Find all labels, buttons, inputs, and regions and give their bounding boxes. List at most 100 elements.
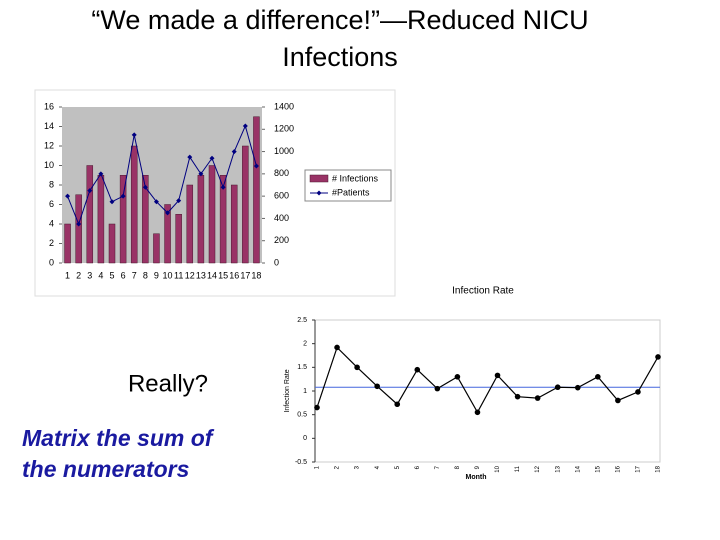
y2-tick-label: 0 xyxy=(274,257,279,267)
bar xyxy=(75,194,82,264)
x-tick-label: 12 xyxy=(185,270,195,280)
bar xyxy=(108,223,116,264)
plot-area xyxy=(62,107,262,263)
x-tick-label: 15 xyxy=(595,465,601,472)
y2-tick-label: 600 xyxy=(274,191,289,201)
y2-tick-label: 800 xyxy=(274,168,289,178)
marker xyxy=(98,171,104,177)
marker xyxy=(514,393,521,400)
marker xyxy=(474,409,481,416)
y-tick-label: 14 xyxy=(44,121,54,131)
marker xyxy=(142,184,148,190)
x-tick-label: 17 xyxy=(240,270,250,280)
x-tick-label: 3 xyxy=(87,270,92,280)
marker xyxy=(187,154,193,160)
x-tick-label: 11 xyxy=(174,270,183,280)
x-tick-label: 5 xyxy=(109,270,114,280)
x-tick-label: 16 xyxy=(615,465,621,472)
bar xyxy=(130,145,138,264)
x-tick-label: 13 xyxy=(555,465,561,472)
marker xyxy=(454,374,461,380)
x-tick-label: 10 xyxy=(495,465,501,472)
y-tick-label: 2 xyxy=(49,238,54,248)
bar xyxy=(153,233,160,264)
x-tick-label: 10 xyxy=(163,270,173,280)
bar xyxy=(64,223,71,264)
line xyxy=(67,124,257,226)
y2-tick-label: 1000 xyxy=(274,146,294,156)
x-tick-label: 5 xyxy=(395,465,401,469)
marker xyxy=(65,193,71,199)
x-tick-label: 6 xyxy=(415,465,421,469)
bar xyxy=(119,175,127,264)
y-axis-label: Infection Rate xyxy=(284,369,291,412)
marker xyxy=(494,372,501,379)
y-tick-label: 6 xyxy=(49,199,54,209)
marker xyxy=(655,354,661,360)
line xyxy=(316,346,659,414)
marker xyxy=(635,389,641,395)
bar xyxy=(164,204,171,264)
marker xyxy=(120,193,126,199)
chart-title: Infection Rate xyxy=(452,286,514,297)
x-tick-label: 2 xyxy=(76,270,81,280)
marker xyxy=(434,385,441,392)
marker xyxy=(87,188,93,194)
y-tick-label: -0.5 xyxy=(295,459,307,466)
y-tick-label: 0 xyxy=(49,257,54,267)
bar xyxy=(175,214,182,264)
note: Matrix the sum of xyxy=(22,425,215,451)
y2-tick-label: 400 xyxy=(274,213,289,223)
x-tick-label: 11 xyxy=(515,465,521,472)
marker xyxy=(220,184,226,190)
x-tick-label: 13 xyxy=(196,270,206,280)
legend-box xyxy=(304,169,392,202)
legend-label: #Patients xyxy=(332,187,370,197)
x-tick-label: 18 xyxy=(251,270,261,280)
marker xyxy=(253,163,259,169)
marker xyxy=(615,397,621,404)
question: Really? xyxy=(128,370,208,397)
x-tick-label: 1 xyxy=(315,465,321,469)
y-tick-label: 1 xyxy=(303,388,307,395)
note: the numerators xyxy=(22,456,189,482)
chart-frame xyxy=(34,89,396,297)
marker xyxy=(334,344,340,351)
x-tick-label: 7 xyxy=(435,465,441,469)
marker xyxy=(131,132,137,138)
y-tick-label: 10 xyxy=(44,160,54,170)
x-tick-label: 9 xyxy=(154,270,159,280)
y2-tick-label: 1200 xyxy=(274,124,294,134)
x-tick-label: 18 xyxy=(656,465,662,472)
marker xyxy=(198,171,204,177)
x-tick-label: 6 xyxy=(121,270,126,280)
plot-frame xyxy=(314,319,661,463)
bar xyxy=(97,175,105,264)
marker xyxy=(394,401,401,408)
marker xyxy=(534,395,541,401)
y-tick-label: 8 xyxy=(49,179,54,189)
marker xyxy=(574,384,581,391)
marker xyxy=(109,199,115,205)
bar xyxy=(86,165,94,264)
x-tick-label: 16 xyxy=(229,270,239,280)
marker xyxy=(231,149,237,155)
x-tick-label: 14 xyxy=(575,465,581,472)
x-tick-label: 8 xyxy=(143,270,148,280)
bar xyxy=(208,165,216,264)
y-tick-label: 12 xyxy=(44,140,54,150)
marker xyxy=(374,383,380,390)
y-tick-label: 0 xyxy=(303,435,307,442)
x-tick-label: 12 xyxy=(535,465,541,472)
marker xyxy=(153,199,159,205)
legend-swatch xyxy=(309,174,329,183)
bar xyxy=(242,145,249,264)
x-tick-label: 4 xyxy=(375,465,381,469)
y-tick-label: 16 xyxy=(44,101,54,111)
y-tick-label: 1.5 xyxy=(297,364,307,371)
x-tick-label: 7 xyxy=(132,270,137,280)
x-axis-label: Month xyxy=(466,474,487,481)
bar xyxy=(197,175,205,264)
